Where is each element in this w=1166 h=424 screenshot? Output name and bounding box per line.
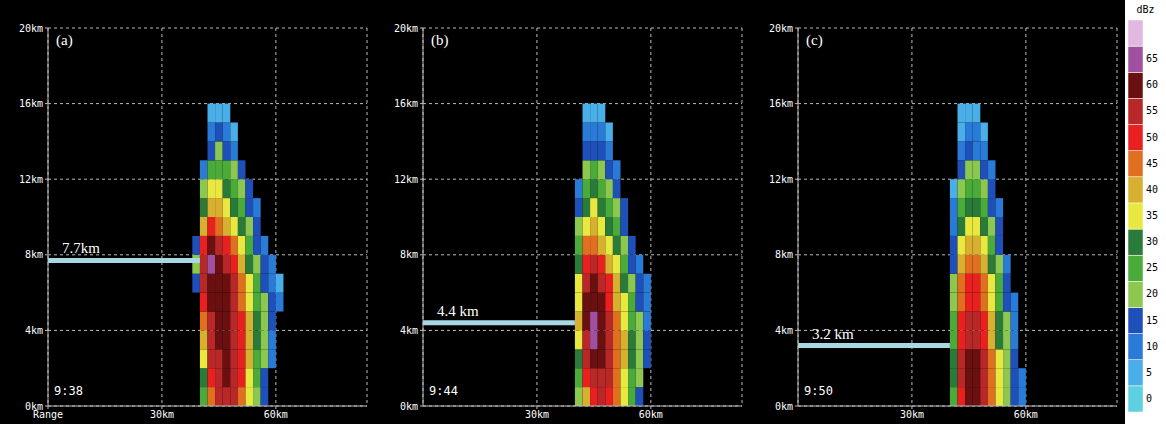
svg-text:30km: 30km bbox=[900, 409, 924, 420]
svg-text:0km: 0km bbox=[775, 401, 793, 412]
svg-text:15: 15 bbox=[1146, 315, 1158, 326]
svg-text:12km: 12km bbox=[394, 174, 418, 185]
svg-text:0km: 0km bbox=[25, 401, 43, 412]
svg-text:60km: 60km bbox=[264, 409, 288, 420]
html-text:(a): (a) bbox=[56, 32, 73, 48]
svg-text:8km: 8km bbox=[775, 249, 793, 260]
svg-text:8km: 8km bbox=[25, 249, 43, 260]
svg-text:20km: 20km bbox=[769, 23, 793, 34]
svg-text:20km: 20km bbox=[19, 23, 43, 34]
svg-text:7.7km: 7.7km bbox=[62, 240, 100, 256]
svg-text:16km: 16km bbox=[769, 98, 793, 109]
svg-text:dBz: dBz bbox=[1136, 4, 1154, 15]
svg-text:60km: 60km bbox=[639, 409, 663, 420]
svg-text:4km: 4km bbox=[775, 325, 793, 336]
svg-text:3.2 km: 3.2 km bbox=[812, 326, 854, 342]
svg-text:5: 5 bbox=[1146, 367, 1152, 378]
svg-text:45: 45 bbox=[1146, 158, 1158, 169]
html-text:9:44: 9:44 bbox=[429, 384, 458, 398]
svg-text:20km: 20km bbox=[394, 23, 418, 34]
svg-text:4km: 4km bbox=[400, 325, 418, 336]
svg-text:30km: 30km bbox=[525, 409, 549, 420]
svg-text:Range: Range bbox=[32, 409, 64, 421]
svg-text:25: 25 bbox=[1146, 262, 1158, 273]
svg-text:40: 40 bbox=[1146, 184, 1158, 195]
svg-text:4.4 km: 4.4 km bbox=[437, 303, 479, 319]
svg-text:20: 20 bbox=[1146, 288, 1158, 299]
svg-text:10: 10 bbox=[1146, 341, 1158, 352]
svg-text:35: 35 bbox=[1146, 210, 1158, 221]
svg-text:16km: 16km bbox=[394, 98, 418, 109]
html-text:(b): (b) bbox=[431, 32, 449, 48]
svg-text:30: 30 bbox=[1146, 236, 1158, 247]
svg-text:60: 60 bbox=[1146, 79, 1158, 90]
html-text:9:50: 9:50 bbox=[804, 384, 833, 398]
svg-text:12km: 12km bbox=[19, 174, 43, 185]
svg-text:16km: 16km bbox=[19, 98, 43, 109]
svg-text:8km: 8km bbox=[400, 249, 418, 260]
svg-text:50: 50 bbox=[1146, 132, 1158, 143]
svg-text:12km: 12km bbox=[769, 174, 793, 185]
svg-text:4km: 4km bbox=[25, 325, 43, 336]
html-text:9:38: 9:38 bbox=[54, 384, 83, 398]
svg-text:60km: 60km bbox=[1014, 409, 1038, 420]
svg-text:30km: 30km bbox=[150, 409, 174, 420]
svg-text:0km: 0km bbox=[400, 401, 418, 412]
svg-text:55: 55 bbox=[1146, 105, 1158, 116]
svg-text:0: 0 bbox=[1146, 393, 1152, 404]
svg-text:65: 65 bbox=[1146, 53, 1158, 64]
html-text:(c): (c) bbox=[806, 32, 823, 48]
